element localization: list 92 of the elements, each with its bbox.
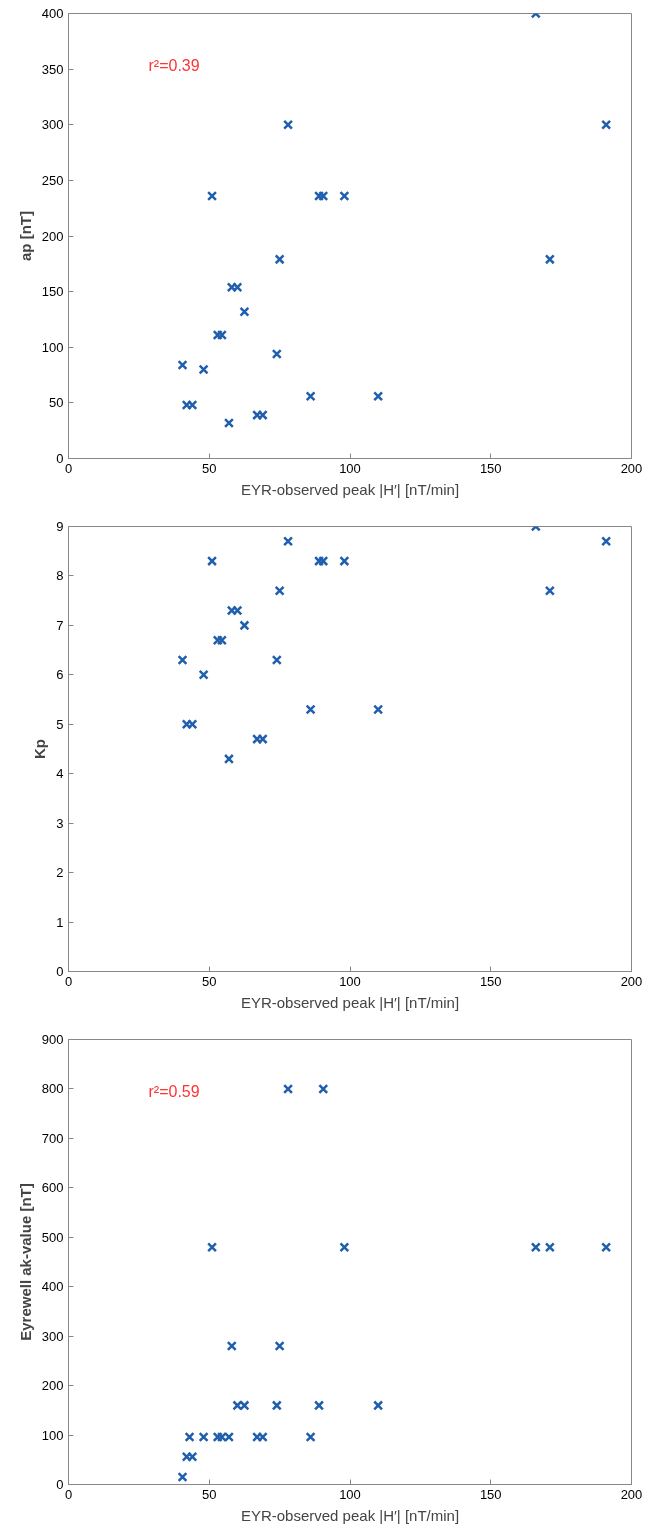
y-tick-label: 100 bbox=[41, 1427, 64, 1443]
y-tick-label: 200 bbox=[41, 228, 64, 244]
point bbox=[271, 1400, 282, 1411]
y-tick-label: 600 bbox=[41, 1180, 64, 1196]
x-tick-label: 150 bbox=[479, 1486, 502, 1502]
point bbox=[305, 1431, 316, 1443]
x-tick-label: 150 bbox=[479, 973, 502, 989]
point bbox=[184, 1431, 195, 1443]
annotation: r²=0.59 bbox=[148, 1082, 200, 1100]
x-tick-label: 50 bbox=[202, 1486, 217, 1502]
y-tick-label: 200 bbox=[41, 1378, 64, 1394]
point bbox=[274, 585, 285, 596]
point bbox=[177, 1471, 188, 1483]
point bbox=[274, 1340, 285, 1352]
point bbox=[239, 306, 250, 317]
y-axis-title: ap [nT] bbox=[16, 210, 34, 261]
point bbox=[313, 555, 325, 567]
y-tick-label: 400 bbox=[41, 1279, 64, 1295]
y-tick-label: 300 bbox=[41, 1328, 64, 1344]
point bbox=[216, 329, 228, 341]
point bbox=[305, 391, 316, 402]
point bbox=[206, 190, 218, 202]
y-tick-label: 9 bbox=[56, 519, 64, 534]
point bbox=[544, 585, 555, 596]
y-tick-label: 1 bbox=[56, 914, 64, 930]
point bbox=[239, 620, 250, 631]
x-tick-label: 200 bbox=[620, 460, 643, 476]
y-axis-title: Kp bbox=[31, 739, 49, 759]
y-tick-label: 800 bbox=[41, 1081, 64, 1097]
x-axis-title: EYR-observed peak |H′| [nT/min] bbox=[240, 993, 460, 1011]
x-tick-label: 50 bbox=[202, 460, 217, 476]
y-tick-label: 4 bbox=[56, 766, 64, 782]
point bbox=[318, 1083, 329, 1095]
point bbox=[530, 1242, 541, 1253]
point bbox=[305, 704, 316, 715]
point bbox=[223, 753, 235, 765]
y-tick-label: 500 bbox=[41, 1229, 64, 1245]
y-tick-label: 150 bbox=[41, 284, 64, 300]
y-tick-label: 2 bbox=[56, 865, 64, 881]
y-tick-label: 100 bbox=[41, 339, 64, 355]
point bbox=[373, 704, 384, 715]
y-axis-title: Eyrewell ak-value [nT] bbox=[16, 1183, 34, 1341]
point bbox=[216, 635, 228, 646]
point bbox=[206, 555, 218, 567]
annotation: r²=0.39 bbox=[148, 56, 200, 74]
y-tick-label: 700 bbox=[41, 1130, 64, 1146]
y-tick-label: 5 bbox=[56, 716, 64, 732]
point bbox=[339, 555, 350, 567]
point bbox=[282, 536, 294, 547]
y-tick-label: 900 bbox=[41, 1032, 64, 1047]
y-tick-label: 250 bbox=[41, 172, 64, 188]
point bbox=[198, 364, 209, 375]
y-tick-label: 3 bbox=[56, 815, 64, 831]
y-tick-label: 300 bbox=[41, 117, 64, 133]
y-tick-label: 6 bbox=[56, 667, 64, 683]
point bbox=[282, 1083, 294, 1095]
point bbox=[339, 190, 350, 202]
y-tick-label: 7 bbox=[56, 617, 64, 633]
point bbox=[373, 1400, 384, 1411]
y-tick-label: 400 bbox=[41, 6, 64, 21]
x-tick-label: 150 bbox=[479, 460, 502, 476]
point bbox=[274, 254, 285, 265]
point bbox=[601, 119, 612, 130]
point bbox=[198, 1431, 209, 1443]
point bbox=[313, 1400, 325, 1411]
x-tick-label: 200 bbox=[620, 973, 643, 989]
point bbox=[226, 1340, 237, 1352]
x-axis-title: EYR-observed peak |H′| [nT/min] bbox=[240, 1506, 460, 1524]
point bbox=[339, 1242, 350, 1253]
point bbox=[544, 1242, 555, 1253]
y-tick-label: 350 bbox=[41, 61, 64, 77]
point bbox=[282, 119, 294, 130]
point bbox=[206, 1242, 218, 1253]
point bbox=[177, 654, 188, 666]
point bbox=[271, 654, 282, 666]
point bbox=[198, 669, 209, 680]
x-tick-label: 100 bbox=[339, 460, 361, 476]
point bbox=[177, 359, 188, 371]
x-tick-label: 200 bbox=[620, 1486, 643, 1502]
point bbox=[271, 348, 282, 360]
x-axis-title: EYR-observed peak |H′| [nT/min] bbox=[240, 480, 460, 498]
point bbox=[223, 417, 235, 429]
y-tick-label: 8 bbox=[56, 568, 64, 584]
x-tick-label: 100 bbox=[339, 973, 361, 989]
y-tick-label: 50 bbox=[49, 395, 64, 411]
point bbox=[544, 254, 555, 265]
point bbox=[601, 1242, 612, 1253]
x-tick-label: 100 bbox=[339, 1486, 361, 1502]
point bbox=[313, 190, 325, 202]
point bbox=[601, 536, 612, 547]
point bbox=[373, 391, 384, 402]
x-tick-label: 50 bbox=[202, 973, 217, 989]
